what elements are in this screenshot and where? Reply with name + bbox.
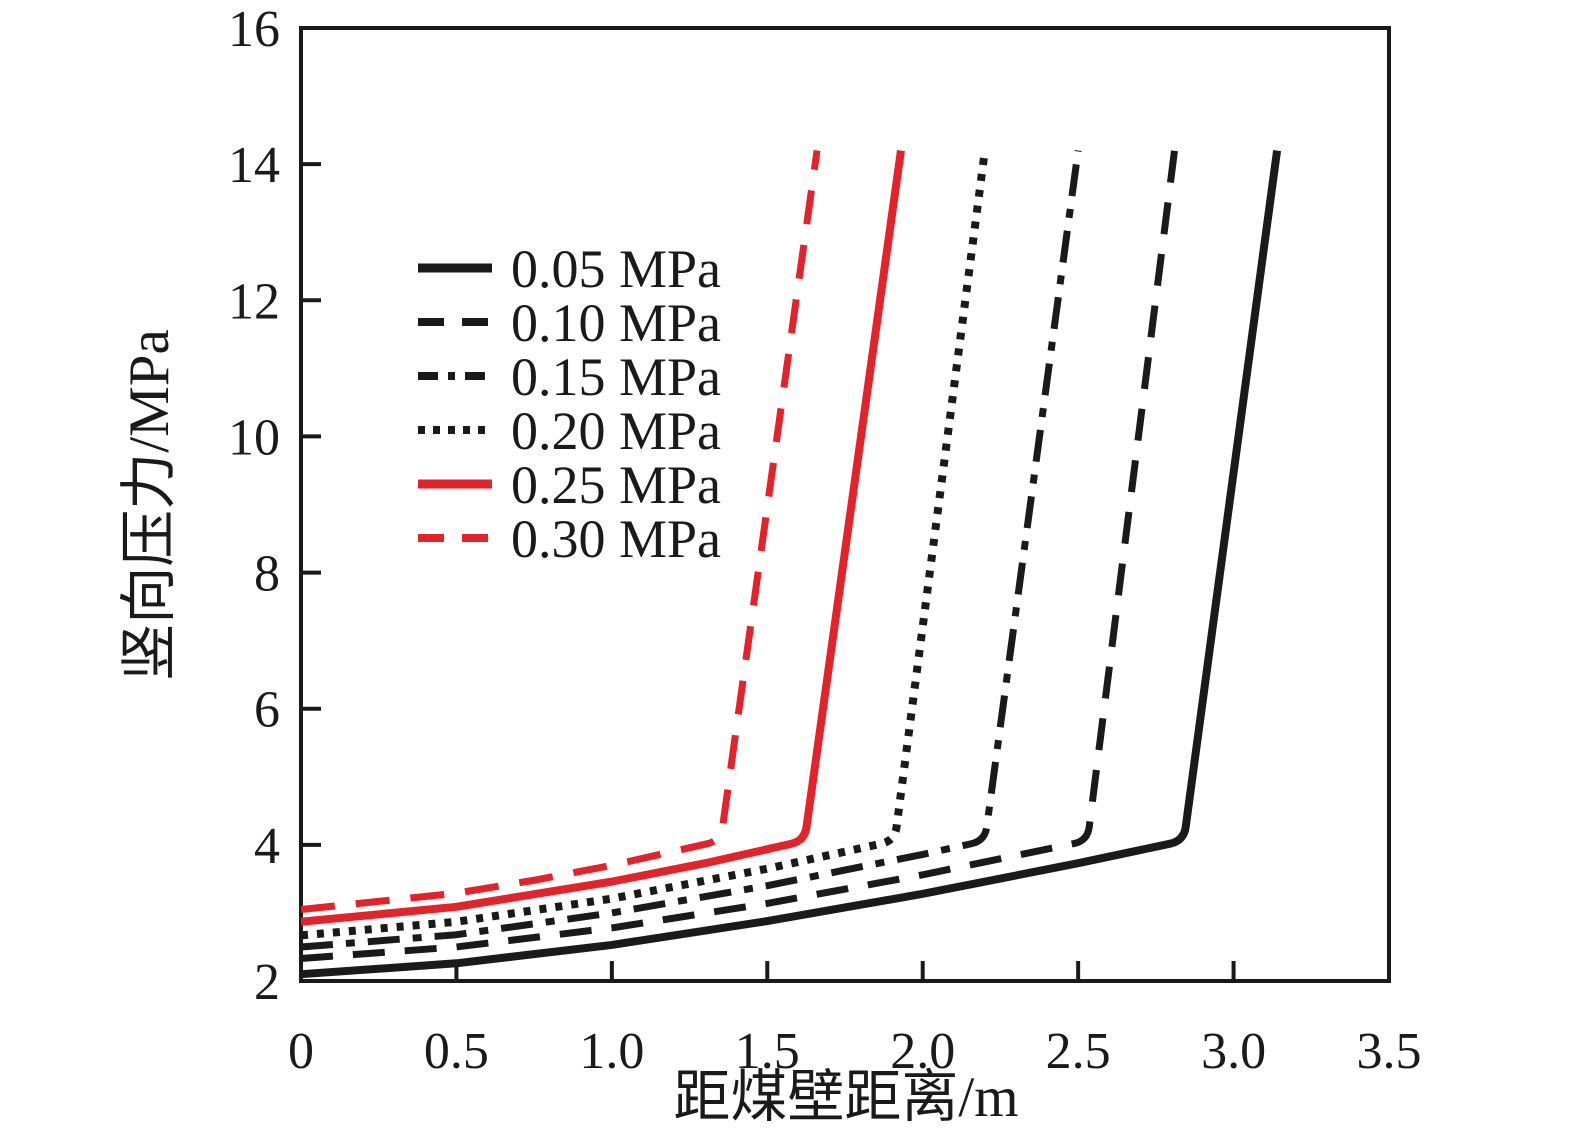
- series-line-0-15-mpa: [300, 150, 1082, 951]
- axis-tick-labels: 0 0.5 1.0 1.5 2.0 2.5 3.0 3.5 2 4 6 8 10 12 14 16: [228, 1, 1422, 1080]
- y-axis-title: 竖向压力/MPa: [118, 329, 181, 681]
- legend-item: 0.05 MPa: [418, 239, 721, 299]
- legend-label: 0.25 MPa: [511, 455, 721, 515]
- x-tick-label: 0: [288, 1023, 314, 1080]
- x-tick-label: 1.5: [735, 1023, 800, 1080]
- y-tick-label: 12: [228, 273, 280, 330]
- legend-item: 0.15 MPa: [418, 347, 721, 407]
- series-line-0-05-mpa: [300, 149, 1282, 979]
- x-tick-label: 3.5: [1357, 1023, 1422, 1080]
- x-tick-label: 3.0: [1201, 1023, 1266, 1080]
- series-line-0-10-mpa: [300, 150, 1178, 963]
- legend-item: 0.30 MPa: [418, 509, 721, 569]
- y-tick-label: 14: [228, 137, 280, 194]
- y-tick-label: 4: [254, 818, 280, 875]
- series-line-0-20-mpa: [300, 150, 989, 940]
- x-tick-label: 2.5: [1046, 1023, 1111, 1080]
- legend-label: 0.30 MPa: [511, 509, 721, 569]
- legend-item: 0.20 MPa: [418, 401, 721, 461]
- legend-label: 0.10 MPa: [511, 293, 721, 353]
- plot-border: [299, 26, 1391, 983]
- y-tick-label: 10: [228, 409, 280, 466]
- x-tick-label: 1.0: [579, 1023, 644, 1080]
- legend-label: 0.20 MPa: [511, 401, 721, 461]
- legend-item: 0.10 MPa: [418, 293, 721, 353]
- series-line-0-25-mpa: [300, 149, 905, 926]
- data-series: [300, 149, 1282, 979]
- x-tick-label: 2.0: [890, 1023, 955, 1080]
- axis-ticks: [299, 26, 1391, 983]
- legend-item: 0.25 MPa: [418, 455, 721, 515]
- x-tick-label: 0.5: [424, 1023, 489, 1080]
- y-tick-label: 2: [254, 954, 280, 1011]
- y-tick-label: 8: [254, 546, 280, 603]
- y-tick-label: 6: [254, 682, 280, 739]
- y-tick-label: 16: [228, 1, 280, 58]
- x-axis-title: 距煤壁距离/m: [673, 1066, 1018, 1129]
- legend-label: 0.15 MPa: [511, 347, 721, 407]
- legend-label: 0.05 MPa: [511, 239, 721, 299]
